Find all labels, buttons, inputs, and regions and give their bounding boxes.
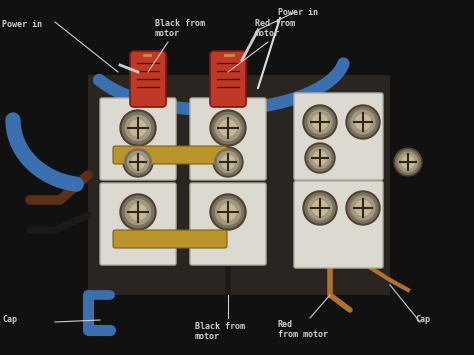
Circle shape xyxy=(128,152,148,173)
Text: Red from
motor: Red from motor xyxy=(255,18,295,38)
Circle shape xyxy=(215,115,241,141)
Circle shape xyxy=(210,194,246,230)
FancyBboxPatch shape xyxy=(190,98,266,180)
FancyBboxPatch shape xyxy=(0,295,474,355)
Circle shape xyxy=(215,200,241,225)
Circle shape xyxy=(351,110,375,134)
Text: Power in: Power in xyxy=(278,8,318,17)
Circle shape xyxy=(348,193,378,223)
Circle shape xyxy=(305,193,335,223)
FancyBboxPatch shape xyxy=(0,0,88,355)
FancyBboxPatch shape xyxy=(0,0,474,75)
FancyBboxPatch shape xyxy=(113,230,227,248)
FancyBboxPatch shape xyxy=(210,51,246,107)
Circle shape xyxy=(220,204,236,220)
Text: Red
from motor: Red from motor xyxy=(278,320,328,339)
Circle shape xyxy=(122,112,154,144)
Text: Black from
motor: Black from motor xyxy=(155,18,205,38)
Circle shape xyxy=(303,105,337,139)
FancyBboxPatch shape xyxy=(190,183,266,265)
Circle shape xyxy=(346,105,380,139)
Text: Black from
motor: Black from motor xyxy=(195,322,245,342)
Text: Cap: Cap xyxy=(2,316,17,324)
Circle shape xyxy=(346,191,380,225)
Text: Power in: Power in xyxy=(2,20,42,29)
Circle shape xyxy=(122,196,154,228)
FancyBboxPatch shape xyxy=(130,51,166,107)
FancyBboxPatch shape xyxy=(294,93,383,180)
Circle shape xyxy=(312,114,328,130)
Circle shape xyxy=(130,120,146,136)
Circle shape xyxy=(125,149,151,175)
Circle shape xyxy=(210,110,246,146)
Circle shape xyxy=(394,148,422,176)
Circle shape xyxy=(218,152,238,173)
Circle shape xyxy=(351,196,375,220)
Circle shape xyxy=(212,196,244,228)
Circle shape xyxy=(212,112,244,144)
Circle shape xyxy=(120,194,156,230)
Circle shape xyxy=(126,200,151,225)
Circle shape xyxy=(307,145,333,171)
FancyBboxPatch shape xyxy=(88,75,390,295)
Circle shape xyxy=(312,200,328,215)
Circle shape xyxy=(220,120,236,136)
Circle shape xyxy=(303,191,337,225)
Circle shape xyxy=(348,107,378,137)
FancyBboxPatch shape xyxy=(113,146,227,164)
Circle shape xyxy=(398,152,418,172)
Circle shape xyxy=(310,147,330,169)
Circle shape xyxy=(215,149,241,175)
Circle shape xyxy=(308,110,332,134)
Circle shape xyxy=(308,196,332,220)
FancyBboxPatch shape xyxy=(294,181,383,268)
Circle shape xyxy=(313,151,327,165)
Circle shape xyxy=(356,114,371,130)
Circle shape xyxy=(213,147,243,177)
Circle shape xyxy=(305,107,335,137)
FancyBboxPatch shape xyxy=(100,183,176,265)
Circle shape xyxy=(305,143,335,173)
Circle shape xyxy=(131,155,145,169)
FancyBboxPatch shape xyxy=(390,0,474,355)
Circle shape xyxy=(126,115,151,141)
Circle shape xyxy=(356,200,371,215)
Text: Cap: Cap xyxy=(415,316,430,324)
Circle shape xyxy=(221,155,235,169)
FancyBboxPatch shape xyxy=(100,98,176,180)
Circle shape xyxy=(401,156,414,168)
Circle shape xyxy=(120,110,156,146)
Circle shape xyxy=(130,204,146,220)
Circle shape xyxy=(123,147,153,177)
Circle shape xyxy=(396,150,420,174)
